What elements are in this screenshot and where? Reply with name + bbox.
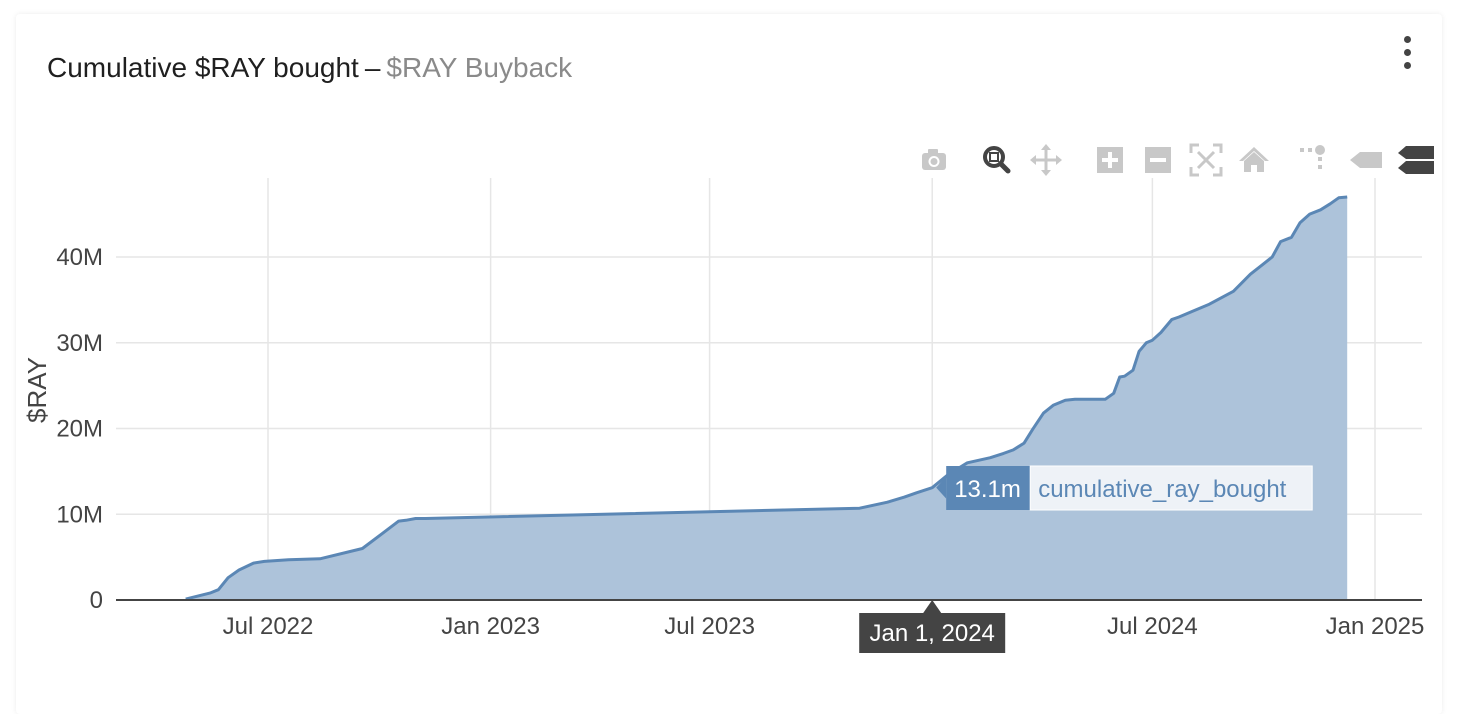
kebab-menu-icon (1404, 62, 1411, 69)
hover-value-box (946, 466, 1031, 510)
spike-lines-button[interactable] (1296, 142, 1332, 178)
y-tick-label: 10M (56, 501, 103, 528)
zoom-in-button[interactable] (1092, 142, 1128, 178)
plot-modebar (912, 142, 1434, 178)
hover-arrow (936, 476, 947, 499)
show-closest-button[interactable] (1348, 142, 1384, 178)
x-tick-label: Jul 2022 (223, 613, 314, 640)
zoom-out-button[interactable] (1140, 142, 1176, 178)
spike-lines-icon (1300, 145, 1325, 169)
series-line (185, 195, 1348, 601)
plus-icon (1097, 147, 1123, 173)
hover-series-label: cumulative_ray_bought (1038, 476, 1286, 503)
chart-title: Cumulative $RAY bought (47, 52, 359, 83)
x-hover-label: Jan 1, 2024 (869, 620, 994, 647)
autoscale-button[interactable] (1188, 142, 1224, 178)
more-options-button[interactable] (1396, 34, 1420, 72)
chart-header: Cumulative $RAY bought – $RAY Buyback (47, 52, 572, 84)
y-tick-label: 40M (56, 244, 103, 271)
x-tick-label: Jul 2024 (1107, 613, 1198, 640)
compare-hover-icon (1398, 146, 1434, 174)
x-hover-arrow (923, 600, 942, 613)
download-plot-button[interactable] (916, 142, 952, 178)
closest-hover-icon (1350, 152, 1382, 168)
move-arrows-icon (1030, 144, 1062, 176)
hover-value-label: 13.1m (954, 476, 1021, 503)
x-tick-label: Jul 2023 (664, 613, 755, 640)
x-tick-label: Jan 2023 (441, 613, 540, 640)
zoom-button[interactable] (978, 142, 1014, 178)
hover-series-box (1029, 465, 1313, 511)
y-tick-label: 20M (56, 416, 103, 443)
y-tick-label: 30M (56, 330, 103, 357)
chart-subtitle: $RAY Buyback (386, 52, 573, 83)
title-separator: – (364, 52, 381, 83)
y-axis-title: $RAY (22, 357, 52, 423)
magnifier-icon (983, 146, 1011, 174)
home-icon (1239, 147, 1269, 172)
compare-hover-button[interactable] (1398, 142, 1434, 178)
kebab-menu-icon (1404, 36, 1411, 43)
kebab-menu-icon (1404, 49, 1411, 56)
camera-icon (922, 149, 946, 170)
reset-axes-button[interactable] (1236, 142, 1272, 178)
y-tick-label: 0 (90, 587, 103, 614)
hover-tooltip: 13.1m cumulative_ray_bought Jan 1, 2024 (859, 465, 1313, 653)
x-tick-label: Jan 2025 (1326, 613, 1425, 640)
minus-icon (1145, 147, 1171, 173)
x-hover-box (859, 613, 1006, 653)
pan-button[interactable] (1028, 142, 1064, 178)
x-axis-ticks: Jul 2022 Jan 2023 Jul 2023 Jul 2024 Jan 2025 (223, 613, 1425, 640)
autoscale-icon (1189, 143, 1223, 177)
y-axis-ticks: 0 10M 20M 30M 40M (56, 244, 103, 614)
